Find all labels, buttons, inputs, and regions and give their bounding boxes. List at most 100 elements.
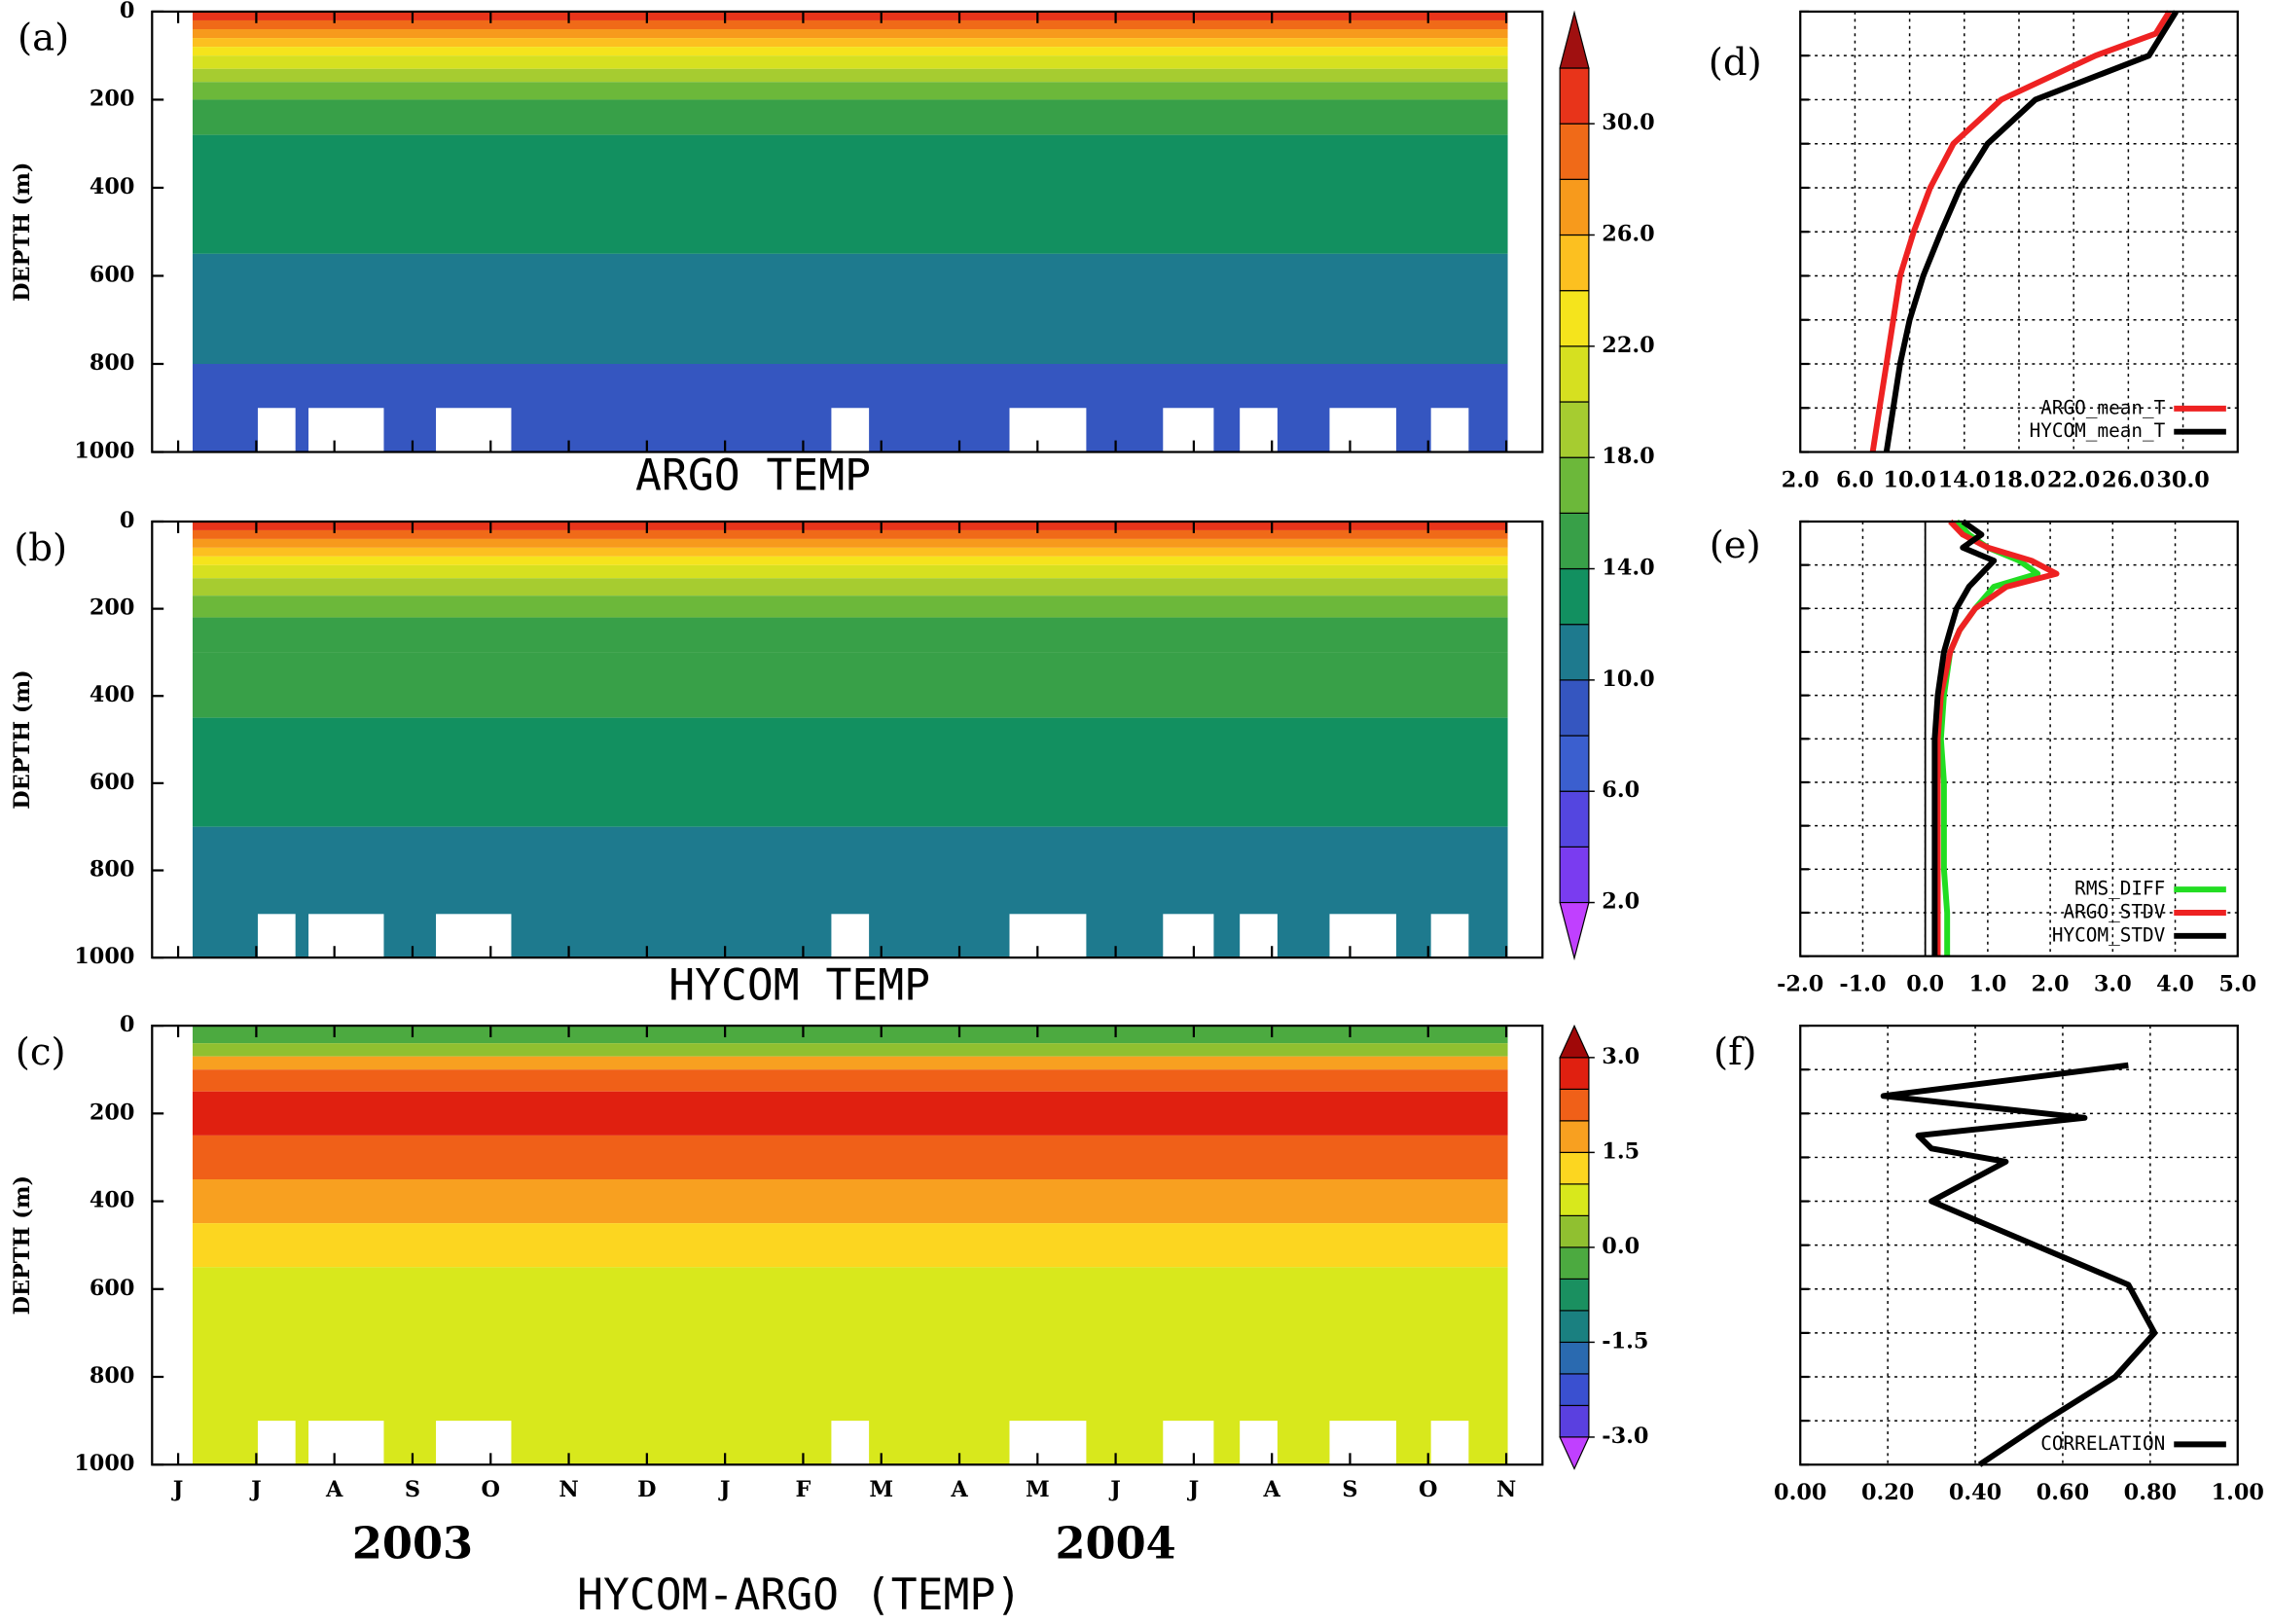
x-tick-label: -2.0 <box>1777 971 1823 996</box>
y-tick-label: 400 <box>90 1188 135 1213</box>
x-tick-label: M <box>869 1477 893 1502</box>
missing-data <box>831 408 870 451</box>
contour-band <box>192 68 1508 83</box>
y-tick-label: 1000 <box>74 1451 134 1476</box>
contour-band <box>192 11 1508 20</box>
x-tick-label: -1.0 <box>1839 971 1886 996</box>
y-tick-label: 200 <box>90 595 135 621</box>
missing-data <box>1009 914 1087 957</box>
colorbar-segment <box>1559 123 1590 180</box>
contour-band <box>192 617 1508 653</box>
missing-data <box>1329 1421 1396 1464</box>
missing-data <box>436 914 512 957</box>
contour-band <box>192 1026 1508 1044</box>
colorbar-tick-label: 2.0 <box>1602 889 1640 915</box>
contour-band <box>192 47 1508 56</box>
contour-band <box>192 1135 1508 1179</box>
panel-title: HYCOM TEMP <box>668 959 930 1010</box>
y-tick-label: 800 <box>90 1363 135 1389</box>
panel-label: (e) <box>1710 523 1761 567</box>
plot-frame <box>151 1024 1544 1466</box>
missing-data <box>1430 914 1469 957</box>
contour-band <box>192 564 1508 579</box>
colorbar-tick-label: 26.0 <box>1602 221 1654 246</box>
colorbar-tick-label: 3.0 <box>1602 1044 1640 1069</box>
missing-data <box>257 408 296 451</box>
missing-data <box>1163 914 1214 957</box>
colorbar-segment <box>1559 567 1590 626</box>
colorbar-segment <box>1559 624 1590 681</box>
x-tick-label: 3.0 <box>2094 971 2132 996</box>
x-tick-label: 30.0 <box>2156 467 2209 492</box>
contour-band <box>192 29 1508 39</box>
panel-label: (f) <box>1713 1030 1757 1074</box>
axis-label: DEPTH (m) <box>10 669 35 809</box>
x-tick-label: J <box>1108 1477 1121 1502</box>
series-line <box>1934 519 2060 956</box>
contour-band <box>192 556 1508 565</box>
colorbar-segment <box>1559 1151 1590 1185</box>
colorbar-segment <box>1559 846 1590 904</box>
missing-data <box>1163 1421 1214 1464</box>
series-line <box>1931 519 1998 956</box>
x-tick-label: 0.60 <box>2037 1480 2089 1505</box>
missing-data <box>1009 408 1087 451</box>
colorbar-segment <box>1559 345 1590 403</box>
x-tick-label: O <box>482 1477 500 1502</box>
colorbar-tick-label: 6.0 <box>1602 777 1640 803</box>
panel-label: (b) <box>14 526 67 570</box>
contour-band <box>192 521 1508 530</box>
contour-band <box>192 547 1508 557</box>
colorbar-tick-label: 30.0 <box>1602 110 1654 135</box>
x-tick-label: J <box>249 1477 262 1502</box>
legend-label: HYCOM_STDV <box>2052 923 2166 946</box>
colorbar-segment <box>1559 1404 1590 1438</box>
contour-band <box>192 1223 1508 1268</box>
x-tick-label: 14.0 <box>1938 467 1991 492</box>
series-line <box>1880 1062 2158 1467</box>
colorbar-over <box>1559 10 1590 69</box>
colorbar-tick-label: 14.0 <box>1602 556 1654 581</box>
missing-data <box>1430 408 1469 451</box>
x-tick-label: A <box>325 1477 343 1502</box>
contour-band <box>192 717 1508 827</box>
contour-band <box>192 538 1508 548</box>
missing-data <box>257 914 296 957</box>
contour-band <box>192 1178 1508 1224</box>
colorbar-tick-label: -1.5 <box>1602 1328 1648 1353</box>
contour-band <box>192 529 1508 539</box>
missing-data <box>308 914 384 957</box>
x-tick-label: 10.0 <box>1883 467 1935 492</box>
colorbar-segment <box>1559 401 1590 458</box>
panel-label: (c) <box>16 1030 66 1074</box>
y-tick-label: 600 <box>90 1276 135 1301</box>
colorbar-tick-label: 10.0 <box>1602 667 1654 692</box>
colorbar-segment <box>1559 1183 1590 1216</box>
axis-label: DEPTH (m) <box>10 162 35 301</box>
colorbar-under <box>1559 901 1590 961</box>
missing-data <box>436 408 512 451</box>
colorbar-segment <box>1559 1088 1590 1122</box>
x-tick-label: 2.0 <box>1782 467 1820 492</box>
x-tick-label: J <box>171 1477 184 1502</box>
year-label: 2004 <box>1055 1518 1175 1570</box>
y-tick-label: 1000 <box>74 944 134 969</box>
colorbar-segment <box>1559 1310 1590 1344</box>
colorbar-under <box>1559 1436 1590 1470</box>
contour-band <box>192 1091 1508 1136</box>
missing-data <box>831 914 870 957</box>
colorbar-segment <box>1559 790 1590 848</box>
x-tick-label: 5.0 <box>2218 971 2256 996</box>
x-tick-label: 0.20 <box>1861 1480 1914 1505</box>
x-tick-label: A <box>1263 1477 1281 1502</box>
legend-label: HYCOM_mean_T <box>2030 419 2166 442</box>
colorbar-tick-label: 18.0 <box>1602 444 1654 469</box>
plot-frame <box>1799 1024 2239 1466</box>
x-tick-label: 0.00 <box>1774 1480 1826 1505</box>
x-tick-label: S <box>405 1477 420 1502</box>
colorbar-segment <box>1559 512 1590 570</box>
y-tick-label: 200 <box>90 86 135 111</box>
colorbar-segment <box>1559 1057 1590 1090</box>
y-tick-label: 800 <box>90 350 135 376</box>
